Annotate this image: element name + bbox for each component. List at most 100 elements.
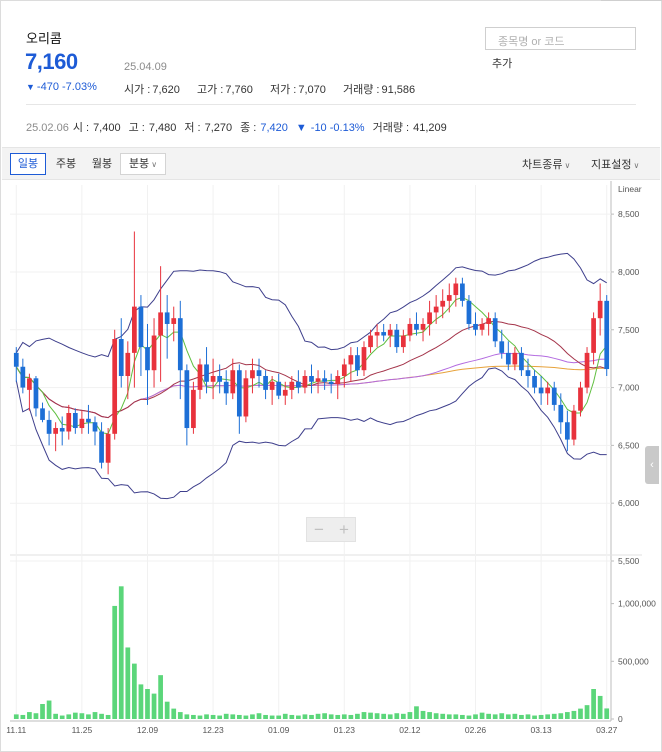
volume-bar — [197, 715, 203, 719]
candle-body — [532, 376, 537, 388]
candle-body — [59, 428, 65, 432]
header-divider — [26, 104, 636, 105]
candle-body — [348, 355, 354, 365]
zoom-in-button[interactable]: + — [339, 520, 349, 539]
volume-bar — [210, 714, 216, 719]
candle-body — [486, 318, 491, 324]
candle-body — [558, 404, 564, 423]
tab-daily[interactable]: 일봉 — [10, 153, 46, 175]
add-stock-button[interactable]: 추가 — [492, 58, 513, 70]
price-tick-label: 8,000 — [618, 267, 640, 277]
volume-bar — [79, 713, 85, 719]
candle-body — [440, 300, 446, 307]
candle-body — [132, 306, 137, 353]
candle-body — [374, 332, 380, 336]
volume-bar — [223, 713, 229, 719]
candle-body — [99, 431, 104, 463]
volume-bar — [217, 715, 223, 719]
volume-bar — [368, 712, 373, 719]
volume-bar — [446, 714, 452, 719]
volume-bar — [591, 689, 596, 719]
candle-body — [322, 378, 327, 382]
candle-body — [446, 295, 452, 301]
volume-bar — [355, 713, 360, 719]
chart-type-menu[interactable]: 차트종류 ∨ — [522, 156, 570, 172]
volume-bar — [374, 713, 380, 719]
volume-bar — [72, 712, 78, 719]
low-value: 7,070 — [298, 84, 326, 96]
date-tick-label: 03.13 — [530, 725, 552, 735]
volume-bar — [177, 712, 183, 719]
volume-bar — [525, 714, 531, 719]
candle-body — [381, 332, 387, 336]
volume-bar — [486, 713, 491, 719]
candle-body — [263, 376, 268, 390]
candle-body — [479, 323, 485, 330]
volume-bar — [256, 713, 262, 719]
tab-minute[interactable]: 분봉 ∨ — [120, 153, 166, 175]
volume-bar — [479, 712, 485, 719]
volume-bar — [263, 714, 268, 719]
volume-bar — [453, 714, 459, 719]
date-tick-label: 11.11 — [6, 725, 26, 735]
quote-date: 25.04.09 — [124, 61, 167, 73]
indicator-settings-menu[interactable]: 지표설정 ∨ — [591, 156, 639, 172]
volume-bar — [414, 706, 419, 719]
candle-body — [164, 312, 170, 324]
volume-bar — [328, 714, 334, 719]
volume-bar — [191, 714, 196, 719]
candle-body — [105, 433, 111, 463]
candle-body — [591, 318, 596, 353]
candle-body — [512, 352, 518, 365]
stock-search-input[interactable]: 종목명 or 코드 — [485, 27, 636, 50]
low-stat: 저가 :7,070 — [270, 81, 326, 97]
down-arrow-icon: ▼ — [295, 122, 307, 134]
candle-body — [525, 370, 531, 376]
open-stat: 시가 :7,620 — [124, 81, 180, 97]
candle-body — [210, 376, 216, 382]
side-panel-toggle[interactable]: ‹ — [645, 446, 659, 484]
volume-bar — [282, 713, 288, 719]
volume-bar — [27, 712, 32, 719]
date-tick-label: 11.25 — [72, 725, 93, 735]
candle-body — [191, 389, 196, 429]
tab-weekly[interactable]: 주봉 — [55, 158, 77, 170]
candle-body — [400, 335, 406, 348]
candle-body — [138, 306, 144, 348]
candle-body — [538, 387, 544, 394]
hover-volume: 거래량 :41,209 — [372, 122, 447, 134]
candle-body — [204, 364, 209, 382]
volume-bar — [335, 714, 341, 719]
hover-low: 저 :7,270 — [184, 122, 233, 134]
volume-bar — [309, 714, 314, 719]
chart-canvas[interactable]: 11.11 11.25 12.09 12.23 01.09 01.23 02.12 02.26… — [2, 181, 660, 750]
chevron-down-icon: ∨ — [564, 161, 571, 170]
candle-body — [328, 381, 334, 385]
candle-body — [217, 376, 223, 382]
candle-body — [236, 370, 242, 417]
tab-monthly[interactable]: 월봉 — [91, 158, 113, 170]
date-tick-label: 02.12 — [399, 725, 421, 735]
volume-label: 거래량 : — [343, 84, 380, 96]
date-tick-label: 02.26 — [465, 725, 487, 735]
zoom-out-button[interactable]: − — [314, 520, 324, 539]
high-label: 고가 : — [197, 84, 224, 96]
volume-bar — [538, 714, 544, 719]
candle-body — [315, 378, 321, 382]
volume-bar — [597, 695, 603, 719]
price-chart[interactable]: 11.11 11.25 12.09 12.23 01.09 01.23 02.12 02.26… — [2, 181, 660, 750]
volume-bar — [105, 714, 111, 719]
date-tick-label: 12.09 — [137, 725, 159, 735]
candle-body — [492, 318, 498, 342]
candle-body — [420, 323, 426, 330]
volume-bar — [532, 715, 537, 719]
candle-body — [158, 312, 163, 336]
volume-bar — [473, 714, 478, 719]
candle-body — [66, 413, 72, 432]
volume-bar — [440, 713, 446, 719]
volume-bar — [86, 714, 91, 719]
volume-bar — [269, 715, 275, 719]
volume-bar — [394, 713, 400, 719]
price-tick-label: 8,500 — [618, 209, 640, 219]
candle-body — [433, 306, 439, 313]
